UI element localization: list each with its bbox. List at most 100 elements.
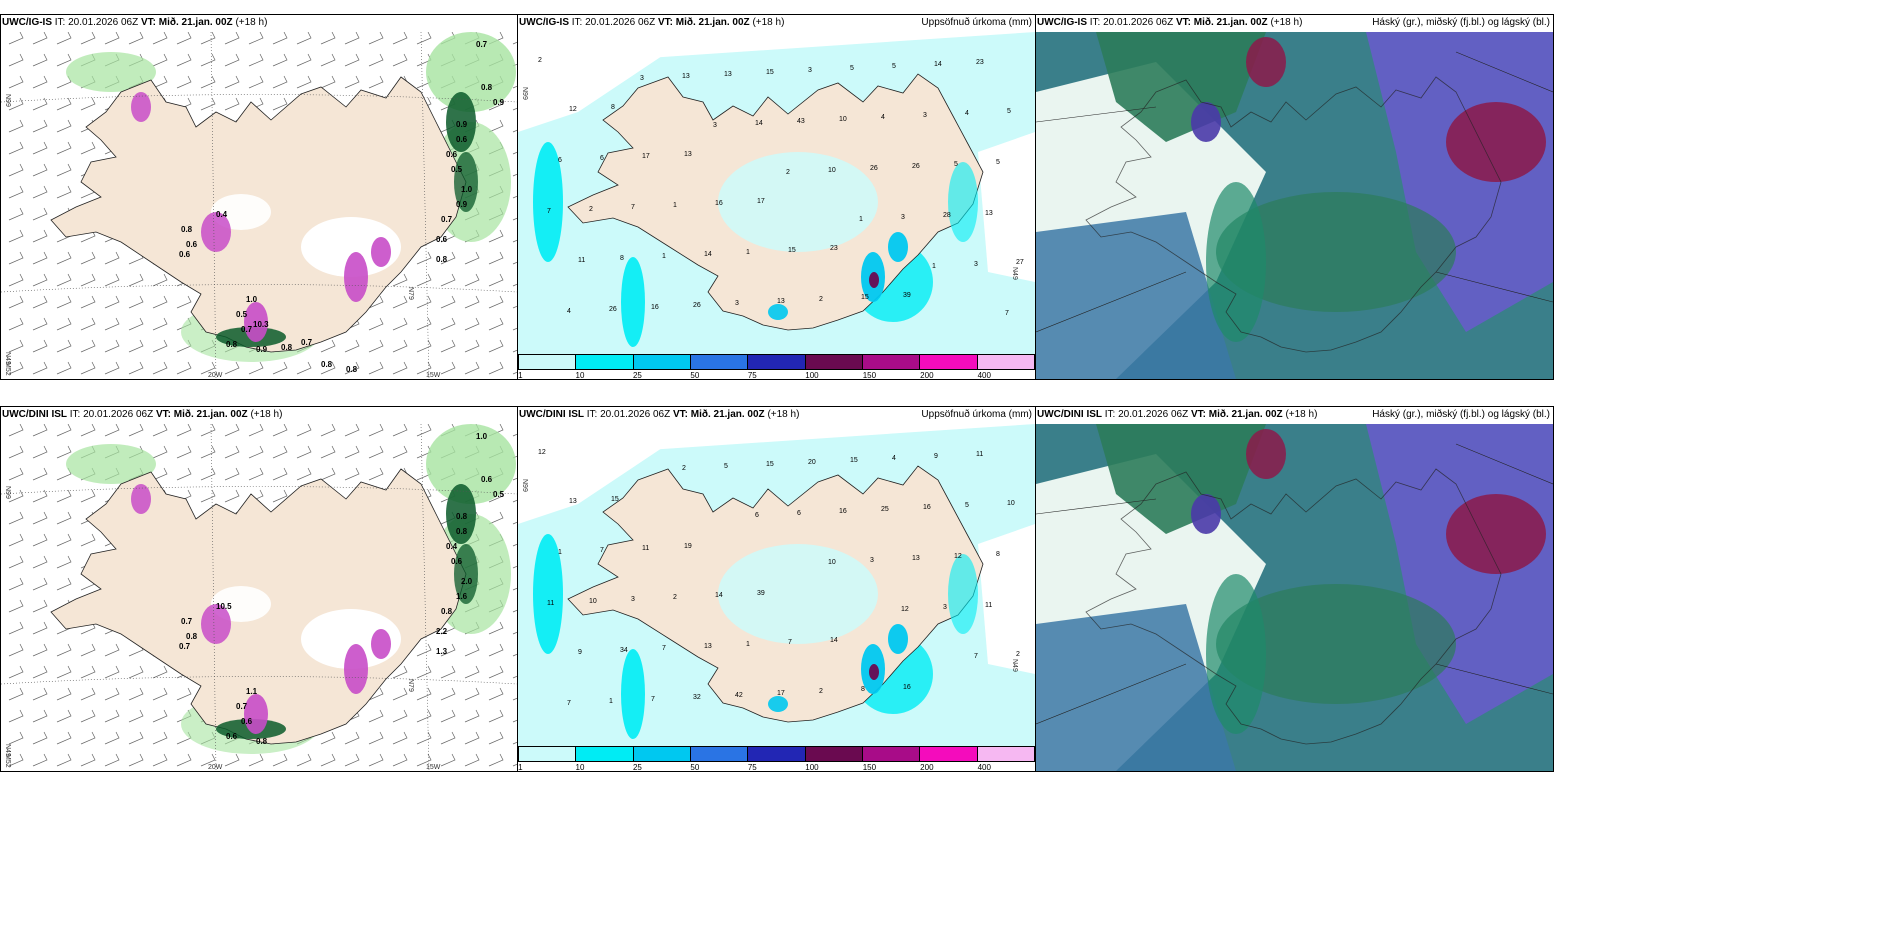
precip-area (888, 232, 908, 262)
precip-value-label: 0.9 (256, 345, 268, 354)
colorbar-label: 150 (862, 371, 877, 380)
accum-precip-map: 2 8 13 17 23 39 23 12 17 16 15 15 14 5 6 1 1 2 5 4 6 7 14 13 5 3 5… (518, 32, 1035, 354)
accum-value-label: 20 (808, 459, 816, 466)
colorbar-swatches (518, 746, 1035, 762)
precip-area (201, 604, 231, 644)
precip-area (454, 544, 478, 604)
accum-value-label: 1 (609, 698, 613, 705)
lat-label: N49 (1011, 659, 1018, 672)
accum-value-label: 10 (828, 167, 836, 174)
precip-value-label: 1.0 (476, 432, 488, 441)
panel-accum-ig: UWC/IG-IS IT: 20.01.2026 06Z VT: Mið. 21… (517, 14, 1036, 380)
precip-area (201, 212, 231, 252)
colorbar-label: 25 (632, 371, 642, 380)
precip-area (718, 152, 878, 252)
colorbar-label: 50 (690, 371, 700, 380)
accum-value-label: 4 (567, 308, 571, 315)
accum-value-label: 5 (892, 63, 896, 70)
accum-value-label: 7 (788, 639, 792, 646)
precip-area (446, 92, 476, 152)
lat-label: N49 (4, 352, 11, 365)
cloud-cover-map (1036, 32, 1553, 379)
accum-value-label: 3 (808, 67, 812, 74)
accum-value-label: 15 (766, 69, 774, 76)
accum-value-label: 1 (859, 216, 863, 223)
panel-title: UWC/IG-IS IT: 20.01.2026 06Z VT: Mið. 21… (518, 15, 1035, 31)
iceland-outline (1085, 76, 1502, 353)
lat-label: N99 (521, 479, 528, 492)
accum-value-label: 10 (589, 598, 597, 605)
accum-value-label: 12 (538, 449, 546, 456)
panel-title: UWC/IG-IS IT: 20.01.2026 06Z VT: Mið. 21… (2, 17, 268, 28)
precip-value-label: 0.8 (481, 83, 493, 92)
precip-value-label: 0.8 (456, 512, 468, 521)
graticule (1, 32, 517, 379)
accum-value-label: 13 (682, 73, 690, 80)
panel-subtitle: Uppsöfnuð úrkoma (mm) (921, 409, 1032, 420)
cloud-area (1096, 424, 1266, 534)
accum-value-label: 9 (578, 649, 582, 656)
cloud-area (1446, 102, 1546, 182)
accum-value-label: 39 (903, 292, 911, 299)
colorbar-label: 100 (805, 763, 819, 772)
precip-area (768, 304, 788, 320)
colorbar-swatch (805, 747, 863, 761)
precip-area (244, 302, 268, 342)
accum-value-label: 5 (954, 161, 958, 168)
colorbar: 1 10 25 50 75 100 150 200 400 (518, 746, 1035, 774)
accum-value-label: 14 (715, 592, 723, 599)
graticule (1, 424, 517, 771)
accum-value-label: 2 (673, 594, 677, 601)
accum-value-label: 13 (569, 498, 577, 505)
accum-value-label: 26 (693, 302, 701, 309)
accum-value-label: 2 (819, 688, 823, 695)
precip-value-label: 0.7 (476, 40, 488, 49)
colorbar-label: 10 (575, 763, 585, 772)
precip-value-label: 0.7 (441, 215, 453, 224)
accum-value-label: 1 (746, 249, 750, 256)
colorbar-swatch (633, 355, 691, 369)
accum-value-label: 19 (684, 543, 692, 550)
cloud-area (1036, 212, 1236, 379)
accum-value-label: 26 (870, 165, 878, 172)
colorbar-label: 150 (862, 763, 877, 772)
accum-value-label: 4 (965, 110, 969, 117)
colorbar-label: 75 (747, 371, 757, 380)
precip-area (948, 162, 978, 242)
colorbar-label: 50 (690, 763, 700, 772)
accum-value-label: 7 (567, 700, 571, 707)
precip-area (131, 484, 151, 514)
lat-label: N49 (1011, 267, 1018, 280)
colorbar-label: 1 (518, 371, 523, 380)
accum-value-label: 4 (881, 114, 885, 121)
accum-value-label: 8 (611, 104, 615, 111)
lon-label: 15W (426, 372, 441, 379)
accum-value-label: 5 (724, 463, 728, 470)
precip-wind-map: N99 N49 M52 20W 15W N79 0.7 0.8 0.9 0.9 0.6 0.6 0.5 1… (1, 32, 517, 379)
cloud-area (1096, 32, 1266, 142)
precip-area (244, 694, 268, 734)
accum-value-label: 1 (662, 253, 666, 260)
accum-value-label: 7 (547, 208, 551, 215)
precip-area (371, 237, 391, 267)
panel-title: UWC/DINI ISL IT: 20.01.2026 06Z VT: Mið.… (2, 409, 283, 420)
precip-area (621, 649, 645, 739)
precip-value-label: 0.8 (441, 607, 453, 616)
accum-value-label: 7 (1005, 310, 1009, 317)
precip-value-label: 0.6 (481, 475, 493, 484)
cloud-area (1206, 182, 1266, 342)
accum-value-label: 16 (903, 684, 911, 691)
accum-value-label: 3 (901, 214, 905, 221)
accum-value-label: 7 (651, 696, 655, 703)
precip-value-label: 0.8 (456, 527, 468, 536)
panel-subtitle: Háský (gr.), miðský (fj.bl.) og lágský (… (1372, 409, 1550, 420)
lon-label: 20W (208, 764, 223, 771)
precip-value-label: 1.0 (461, 185, 473, 194)
accum-value-label: 7 (631, 204, 635, 211)
precip-value-label: 0.7 (241, 325, 253, 334)
accum-value-label: 17 (757, 198, 765, 205)
colorbar-swatch (690, 355, 749, 369)
accum-value-label: 16 (715, 200, 723, 207)
panel-subtitle: Uppsöfnuð úrkoma (mm) (921, 17, 1032, 28)
precip-value-label: 0.7 (179, 642, 191, 651)
